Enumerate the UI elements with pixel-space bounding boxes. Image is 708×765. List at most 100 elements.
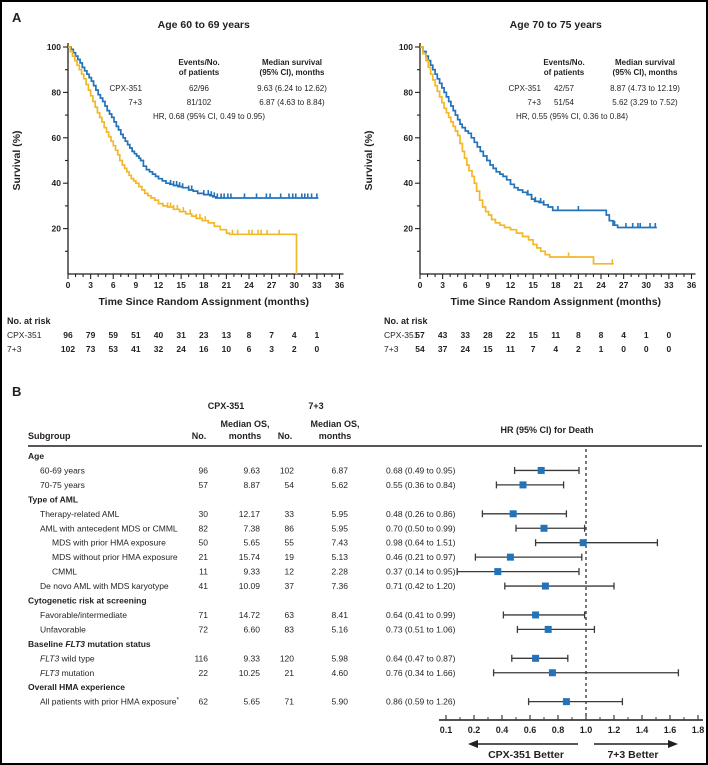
forest-marker: [494, 568, 502, 576]
7+3-better-label: 7+3 Better: [607, 749, 658, 761]
y-tick-label: 20: [52, 224, 62, 234]
forest-marker: [532, 611, 540, 619]
col-group-7+3: 7+3: [308, 401, 323, 411]
forest-marker: [506, 553, 514, 561]
legend-header: (95% CI), months: [613, 68, 678, 77]
forest-hr-text: 0.46 (0.21 to 0.97): [386, 552, 456, 562]
col-header-median1: months: [229, 431, 262, 441]
y-tick-label: 40: [404, 178, 414, 188]
forest-row-label: De novo AML with MDS karyotype: [40, 581, 169, 591]
y-tick-label: 60: [404, 133, 414, 143]
forest-axis-label: 0.6: [524, 725, 537, 735]
forest-median-7+3: 5.98: [331, 653, 348, 663]
right-arrowhead: [668, 740, 678, 748]
forest-row-label: All patients with prior HMA exposure*: [40, 697, 180, 707]
forest-n-cpx: 62: [199, 697, 209, 707]
forest-median-7+3: 5.95: [331, 509, 348, 519]
at-risk-value: 16: [199, 344, 209, 354]
forest-n-cpx: 41: [199, 581, 209, 591]
chart-title: Age 60 to 69 years: [158, 19, 250, 31]
forest-marker: [519, 481, 527, 489]
forest-axis-label: 1.2: [608, 725, 621, 735]
forest-plot: CPX-351 7+3 No. Median OS, months No. Median O…: [28, 401, 705, 761]
at-risk-value: 23: [199, 330, 209, 340]
x-tick-label: 24: [244, 280, 254, 290]
at-risk-value: 3: [269, 344, 274, 354]
cpx-better-label: CPX-351 Better: [488, 749, 564, 761]
forest-median-cpx: 5.65: [243, 538, 260, 548]
x-tick-label: 21: [574, 280, 584, 290]
at-risk-value: 32: [154, 344, 164, 354]
at-risk-value: 53: [109, 344, 119, 354]
x-tick-label: 18: [551, 280, 561, 290]
forest-group-label: Cytogenetic risk at screening: [28, 596, 147, 606]
forest-row-label: Therapy-related AML: [40, 509, 120, 519]
forest-median-7+3: 7.36: [331, 581, 348, 591]
at-risk-value: 2: [576, 344, 581, 354]
legend-header: of patients: [179, 68, 220, 77]
x-tick-label: 3: [88, 280, 93, 290]
forest-n-cpx: 57: [199, 480, 209, 490]
forest-row-label: 60-69 years: [40, 465, 85, 475]
x-tick-label: 12: [506, 280, 516, 290]
forest-n-cpx: 96: [199, 465, 209, 475]
forest-n-cpx: 11: [199, 567, 208, 577]
at-risk-value: 1: [599, 344, 604, 354]
at-risk-series-name: 7+3: [7, 344, 22, 354]
forest-n-cpx: 30: [199, 509, 209, 519]
y-tick-label: 100: [399, 42, 413, 52]
forest-n-7+3: 83: [285, 624, 295, 634]
forest-n-7+3: 63: [285, 610, 295, 620]
col-header-subgroup: Subgroup: [28, 431, 71, 441]
y-axis-title: Survival (%): [11, 130, 23, 190]
at-risk-value: 28: [483, 330, 493, 340]
legend-header: Events/No.: [543, 58, 584, 67]
col-header-median1: Median OS,: [220, 419, 269, 429]
forest-median-cpx: 9.63: [243, 465, 260, 475]
at-risk-value: 31: [176, 330, 186, 340]
at-risk-value: 8: [599, 330, 604, 340]
x-tick-label: 9: [134, 280, 139, 290]
at-risk-value: 22: [506, 330, 516, 340]
x-tick-label: 27: [267, 280, 277, 290]
km-curve-7+3: [68, 46, 298, 274]
y-tick-label: 80: [404, 87, 414, 97]
legend-median: 9.63 (6.24 to 12.62): [257, 84, 327, 93]
at-risk-value: 13: [222, 330, 232, 340]
at-risk-value: 79: [86, 330, 96, 340]
at-risk-value: 15: [528, 330, 538, 340]
legend-median: 5.62 (3.29 to 7.52): [612, 98, 678, 107]
forest-n-cpx: 21: [199, 552, 209, 562]
at-risk-value: 7: [269, 330, 274, 340]
forest-hr-text: 0.37 (0.14 to 0.95): [386, 567, 456, 577]
x-tick-label: 15: [528, 280, 538, 290]
forest-n-7+3: 19: [285, 552, 295, 562]
forest-hr-text: 0.64 (0.41 to 0.99): [386, 610, 456, 620]
col-header-median2: months: [319, 431, 352, 441]
forest-row-label: 70-75 years: [40, 480, 85, 490]
forest-median-cpx: 12.17: [239, 509, 261, 519]
forest-median-cpx: 10.25: [239, 668, 261, 678]
legend-hr: HR, 0.68 (95% CI, 0.49 to 0.95): [153, 112, 265, 121]
forest-axis-label: 1.0: [580, 725, 593, 735]
x-tick-label: 33: [312, 280, 322, 290]
forest-group-label: Type of AML: [28, 494, 78, 504]
forest-hr-text: 0.86 (0.59 to 1.26): [386, 697, 456, 707]
forest-axis-label: 1.8: [692, 725, 705, 735]
at-risk-value: 24: [176, 344, 186, 354]
forest-median-7+3: 7.43: [331, 538, 348, 548]
at-risk-value: 7: [531, 344, 536, 354]
forest-median-7+3: 5.16: [331, 624, 348, 634]
at-risk-value: 57: [415, 330, 425, 340]
legend-header: Median survival: [615, 58, 675, 67]
panel-a-label: A: [12, 10, 22, 25]
at-risk-value: 96: [63, 330, 73, 340]
forest-hr-text: 0.68 (0.49 to 0.95): [386, 465, 456, 475]
forest-n-cpx: 22: [199, 668, 209, 678]
y-tick-label: 60: [52, 133, 62, 143]
at-risk-series-name: CPX-351: [7, 330, 42, 340]
x-tick-label: 15: [176, 280, 186, 290]
forest-median-cpx: 8.87: [243, 480, 260, 490]
panel-b-label: B: [12, 384, 22, 399]
forest-median-cpx: 9.33: [243, 567, 260, 577]
